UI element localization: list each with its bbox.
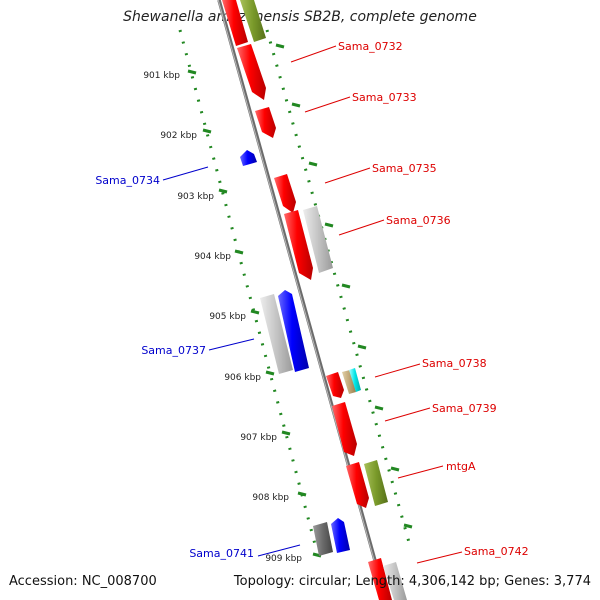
tick-mark [187,69,197,75]
tick-label: 908 kbp [252,493,289,503]
tick-mark [250,309,260,315]
gene-arrow[interactable] [342,370,356,394]
genome-backbone [217,0,388,600]
gene-label[interactable]: Sama_0738 [422,357,487,370]
tick-mark [202,128,212,134]
tick-mark [374,405,384,411]
tick-label: 906 kbp [224,373,261,383]
accession-text: Accession: NC_008700 [9,574,157,589]
gene-arrow[interactable] [240,0,266,42]
leader-line [416,551,463,564]
gene-label[interactable]: Sama_0732 [338,40,403,53]
gene-label[interactable]: Sama_0733 [352,91,417,104]
gene-label[interactable]: Sama_0734 [95,174,160,187]
right-tick-marks [275,43,413,529]
forward-genes [222,0,407,600]
tick-mark [291,102,301,108]
gene-label[interactable]: Sama_0741 [189,547,254,560]
gene-arrow[interactable] [237,44,266,100]
gene-arrow[interactable] [313,522,333,556]
gene-arrow[interactable] [303,206,333,273]
leader-lines [162,45,463,564]
gene-arrow[interactable] [222,0,248,46]
tick-mark [281,430,291,436]
tick-mark [234,249,244,255]
tick-mark [324,222,334,228]
tick-mark [297,491,307,497]
gene-label[interactable]: Sama_0742 [464,545,529,558]
leader-line [162,166,209,181]
tick-label: 902 kbp [160,131,197,141]
gene-arrow[interactable] [364,460,388,506]
gene-arrow[interactable] [346,462,369,508]
page-title: Shewanella amazonensis SB2B, complete ge… [123,9,477,25]
gene-arrow[interactable] [368,558,392,600]
gene-arrow[interactable] [349,368,361,392]
leader-line [397,465,444,479]
gene-label[interactable]: Sama_0735 [372,162,437,175]
gene-arrow[interactable] [240,150,257,166]
gene-label[interactable]: mtgA [446,460,476,473]
gene-arrow[interactable] [255,107,276,138]
gene-arrow[interactable] [383,562,407,600]
tick-mark [308,161,318,167]
gene-arrow[interactable] [326,372,344,398]
tick-label: 909 kbp [265,554,302,564]
gene-arrow[interactable] [331,518,350,553]
reverse-genes [240,150,350,556]
gene-arrow[interactable] [284,210,313,280]
tick-mark [357,344,367,350]
tick-label: 904 kbp [194,252,231,262]
leader-line [304,96,351,113]
gene-arrow[interactable] [278,290,309,372]
leader-line [374,363,421,378]
genome-backbone-highlight [217,0,386,600]
tick-mark [265,370,275,376]
leader-line [338,219,385,236]
tick-label: 907 kbp [240,433,277,443]
tick-label: 905 kbp [209,312,246,322]
tick-marks [187,69,322,558]
leader-line [257,544,301,557]
tick-mark [390,466,400,472]
tick-label: 901 kbp [143,71,180,81]
gene-label[interactable]: Sama_0739 [432,402,497,415]
gene-label[interactable]: Sama_0736 [386,214,451,227]
genome-summary-text: Topology: circular; Length: 4,306,142 bp… [233,574,591,589]
tick-mark [341,283,351,289]
tick-mark [218,188,228,194]
gene-arrow[interactable] [332,402,357,456]
leader-line [384,407,431,422]
leader-line [290,45,337,63]
gene-arrow[interactable] [274,174,296,213]
leader-line [324,167,371,184]
gene-label[interactable]: Sama_0737 [141,344,206,357]
tick-label: 903 kbp [177,192,214,202]
gene-arrow[interactable] [260,294,293,374]
tick-mark [403,523,413,529]
right-track-dots [265,29,412,547]
leader-line [208,338,255,351]
tick-mark [275,43,285,49]
